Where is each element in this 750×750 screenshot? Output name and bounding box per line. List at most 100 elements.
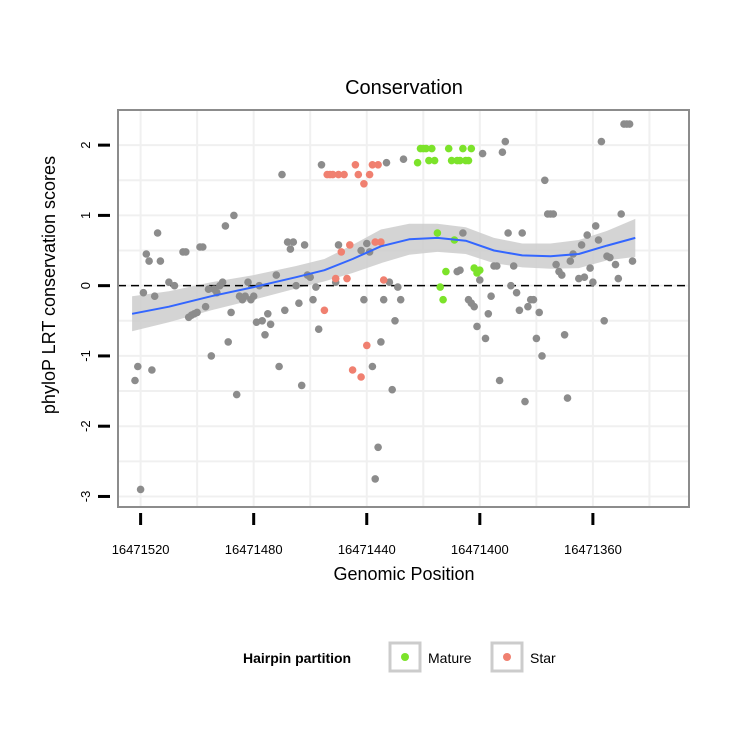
point-other (145, 257, 153, 265)
point-other (501, 137, 510, 146)
legend-dot-mature (401, 653, 409, 661)
point-other (560, 331, 569, 339)
point-mature (447, 156, 456, 165)
point-other (272, 271, 281, 279)
point-other (131, 376, 139, 385)
point-other (281, 306, 289, 315)
point-other (495, 376, 504, 385)
point-star (320, 306, 329, 315)
legend-label-star: Star (530, 650, 556, 666)
point-other (388, 385, 397, 394)
point-other (377, 338, 385, 346)
point-star (329, 170, 337, 179)
point-star (337, 248, 346, 256)
point-other (201, 302, 210, 311)
point-other (374, 443, 382, 452)
point-star (365, 170, 374, 179)
confidence-band (132, 218, 636, 332)
point-other (230, 211, 238, 220)
point-other (264, 310, 272, 318)
y-tick-label: -3 (78, 491, 93, 503)
y-tick-label: 2 (78, 142, 93, 149)
point-mature (456, 156, 464, 165)
point-other (249, 292, 258, 301)
point-other (297, 381, 306, 390)
point-other (275, 362, 283, 371)
point-other (535, 308, 543, 317)
legend-dot-star (503, 653, 511, 661)
point-other (244, 278, 252, 287)
point-mature (459, 144, 467, 153)
point-other (532, 334, 541, 343)
point-other (470, 302, 479, 311)
point-other (597, 137, 606, 146)
y-tick-label: -2 (78, 420, 93, 432)
point-star (340, 170, 348, 179)
point-other (283, 238, 292, 246)
point-other (487, 292, 495, 301)
y-tick-label: 0 (78, 282, 93, 289)
point-mature (444, 144, 453, 153)
point-other (476, 276, 484, 284)
point-other (309, 295, 317, 304)
point-other (580, 273, 589, 282)
point-other (552, 260, 560, 269)
point-other (261, 331, 269, 339)
point-other (363, 239, 371, 248)
point-other (207, 352, 216, 360)
point-star (374, 161, 382, 169)
point-other (368, 362, 377, 371)
point-other (170, 281, 179, 290)
x-tick-label: 16471400 (451, 542, 509, 557)
point-other (232, 390, 241, 399)
point-other (524, 302, 532, 311)
point-mature (413, 158, 422, 167)
x-axis: 16471520 16471480 16471440 16471400 16471360 (112, 513, 622, 557)
point-other (371, 475, 380, 483)
point-mature (422, 144, 430, 153)
point-other (300, 241, 309, 249)
point-other (134, 362, 142, 371)
point-other (165, 278, 173, 287)
point-other (614, 274, 623, 283)
point-other (625, 120, 634, 128)
point-other (515, 306, 524, 315)
point-other (594, 236, 603, 244)
chart-title: Conservation (345, 77, 463, 99)
point-other (182, 248, 190, 256)
point-star (379, 276, 388, 284)
point-other (589, 278, 597, 287)
point-star (348, 366, 357, 374)
point-other (481, 334, 490, 343)
legend-title: Hairpin partition (243, 650, 351, 666)
point-other (478, 149, 487, 158)
point-other (538, 352, 546, 360)
point-other (334, 241, 343, 249)
point-mature (430, 156, 439, 165)
y-axis: 2 1 0 -1 -2 -3 (78, 142, 110, 503)
point-other (563, 394, 572, 402)
point-other (507, 281, 515, 290)
point-other (314, 325, 323, 334)
point-other (289, 238, 298, 246)
point-other (156, 257, 165, 265)
point-other (306, 273, 315, 282)
point-other (252, 318, 261, 327)
grid-lines (118, 110, 689, 507)
point-star (377, 238, 385, 246)
point-mature (425, 156, 433, 165)
point-other (396, 295, 405, 304)
point-other (292, 281, 300, 290)
point-other (617, 210, 625, 218)
point-other (193, 308, 201, 317)
smooth-line (131, 236, 636, 315)
point-other (148, 366, 156, 374)
point-other (142, 250, 151, 258)
smooth-trend (131, 236, 636, 315)
point-mature (442, 267, 450, 276)
point-star (334, 170, 343, 179)
point-star (360, 180, 368, 188)
point-other (360, 295, 368, 304)
point-mature (467, 144, 476, 153)
x-tick-label: 16471440 (338, 542, 396, 557)
